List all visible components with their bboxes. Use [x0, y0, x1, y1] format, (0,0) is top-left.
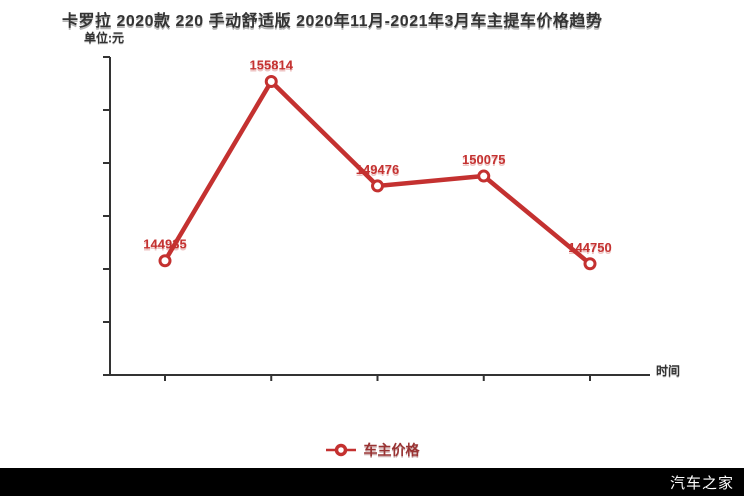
data-point-marker — [158, 254, 172, 268]
legend: 车主价格 — [0, 440, 744, 460]
watermark-autohome: 汽车之家 — [669, 474, 734, 492]
data-point-label: 155814 — [250, 57, 294, 72]
data-point-marker — [371, 179, 384, 193]
data-point-label: 144750 — [568, 240, 611, 255]
data-point-marker — [477, 169, 491, 183]
data-point-label: 150075 — [462, 152, 505, 167]
chart-title: 卡罗拉 2020款 220 手动舒适版 2020年11月-2021年3月车主提车… — [62, 13, 603, 30]
legend-line-marker-icon — [325, 443, 356, 457]
footer-bar: 汽车之家 — [0, 468, 744, 496]
legend-label: 车主价格 — [363, 442, 420, 458]
data-point-label: 144935 — [143, 237, 186, 252]
data-point-marker — [583, 257, 597, 271]
price-line-chart: 144935 155814 149476 150075 144750 — [103, 56, 650, 381]
x-axis-label: 时间 — [656, 364, 681, 378]
data-point-marker — [264, 74, 278, 88]
y-axis-unit-label: 单位:元 — [84, 31, 124, 45]
data-point-label: 149476 — [356, 162, 399, 177]
